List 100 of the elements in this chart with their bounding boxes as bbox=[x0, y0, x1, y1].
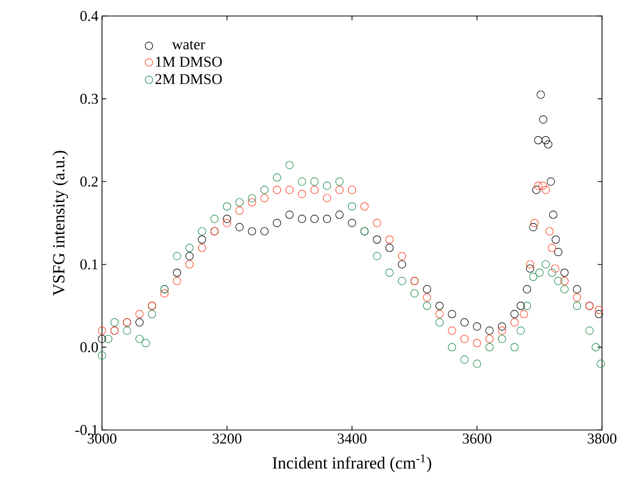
point bbox=[398, 276, 406, 286]
point bbox=[322, 194, 332, 202]
point bbox=[422, 285, 432, 294]
point bbox=[460, 318, 469, 326]
point bbox=[348, 202, 356, 211]
point bbox=[348, 186, 356, 194]
point bbox=[498, 326, 506, 335]
point bbox=[485, 343, 494, 352]
legend-label: water bbox=[172, 40, 206, 50]
x-axis-title: Incident infrared (cm$^{-1}$) bbox=[272, 454, 432, 472]
point bbox=[172, 252, 182, 260]
point bbox=[298, 178, 306, 186]
point bbox=[472, 360, 482, 368]
point bbox=[248, 227, 256, 236]
point bbox=[542, 260, 550, 268]
point bbox=[530, 218, 539, 228]
point bbox=[510, 318, 519, 326]
legend-label: 2M DMSO bbox=[155, 74, 222, 84]
point bbox=[298, 214, 306, 223]
point bbox=[135, 334, 144, 344]
point bbox=[522, 302, 532, 310]
point bbox=[472, 322, 482, 331]
point bbox=[516, 302, 525, 310]
x-tick-label: 3800 bbox=[588, 434, 616, 444]
point bbox=[272, 186, 282, 194]
point bbox=[510, 343, 519, 352]
point bbox=[448, 326, 456, 335]
point bbox=[552, 235, 560, 244]
y-tick-label: 0.0 bbox=[80, 342, 98, 352]
point bbox=[422, 302, 432, 310]
y-tick-label: 0.2 bbox=[80, 176, 98, 187]
point bbox=[322, 214, 332, 223]
point bbox=[310, 178, 319, 186]
point bbox=[526, 260, 534, 268]
point bbox=[435, 302, 444, 310]
point bbox=[534, 182, 542, 190]
point bbox=[248, 198, 256, 206]
x-tick-label: 3400 bbox=[338, 434, 366, 444]
point bbox=[535, 268, 544, 277]
point bbox=[122, 326, 132, 335]
point bbox=[398, 252, 406, 260]
point bbox=[248, 194, 256, 202]
point bbox=[198, 244, 206, 252]
point bbox=[520, 310, 528, 318]
point bbox=[172, 276, 182, 286]
point bbox=[210, 214, 219, 223]
point bbox=[448, 310, 456, 318]
point bbox=[560, 276, 569, 286]
point bbox=[385, 244, 394, 252]
point bbox=[385, 235, 394, 244]
point bbox=[460, 334, 469, 344]
x-tick-label: 3600 bbox=[462, 434, 492, 444]
y-axis-title: VSFG intensity (a.u.) bbox=[52, 150, 68, 296]
point bbox=[235, 206, 244, 215]
point bbox=[98, 351, 106, 360]
point bbox=[522, 285, 532, 294]
point bbox=[538, 182, 547, 190]
point bbox=[560, 268, 569, 277]
point bbox=[594, 310, 603, 318]
point bbox=[435, 310, 444, 318]
y-tick-label: 0.4 bbox=[80, 10, 98, 22]
point bbox=[542, 186, 550, 194]
point bbox=[554, 276, 562, 286]
x-tick-label: 3200 bbox=[212, 434, 242, 444]
point bbox=[104, 334, 112, 344]
point bbox=[472, 338, 482, 348]
point bbox=[544, 140, 552, 148]
point bbox=[310, 186, 319, 194]
point bbox=[335, 186, 344, 194]
point bbox=[272, 218, 282, 228]
point bbox=[372, 235, 382, 244]
point bbox=[435, 318, 444, 326]
point bbox=[310, 214, 319, 223]
point bbox=[422, 293, 432, 302]
x-tick-label: 3000 bbox=[88, 434, 116, 444]
point bbox=[534, 136, 542, 144]
legend-label: 1M DMSO bbox=[156, 56, 222, 67]
point bbox=[585, 326, 594, 335]
point bbox=[360, 202, 369, 211]
point bbox=[172, 268, 182, 277]
point bbox=[536, 90, 545, 99]
point bbox=[516, 326, 525, 335]
point bbox=[110, 318, 119, 326]
point bbox=[510, 310, 519, 318]
point bbox=[554, 248, 562, 256]
point bbox=[185, 260, 194, 268]
point bbox=[529, 223, 538, 232]
point bbox=[572, 302, 582, 310]
point bbox=[410, 289, 419, 298]
point bbox=[260, 194, 269, 202]
point bbox=[545, 227, 554, 236]
point bbox=[485, 326, 494, 335]
point bbox=[285, 210, 294, 219]
point bbox=[222, 218, 232, 228]
point bbox=[235, 223, 244, 232]
point bbox=[546, 178, 555, 186]
point bbox=[398, 260, 406, 268]
point bbox=[135, 318, 144, 326]
point bbox=[260, 227, 269, 236]
point bbox=[198, 235, 206, 244]
